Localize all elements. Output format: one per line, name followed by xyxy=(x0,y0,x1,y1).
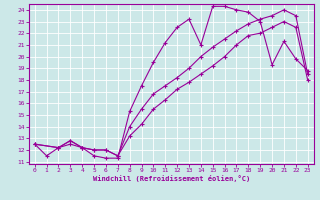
X-axis label: Windchill (Refroidissement éolien,°C): Windchill (Refroidissement éolien,°C) xyxy=(92,175,250,182)
